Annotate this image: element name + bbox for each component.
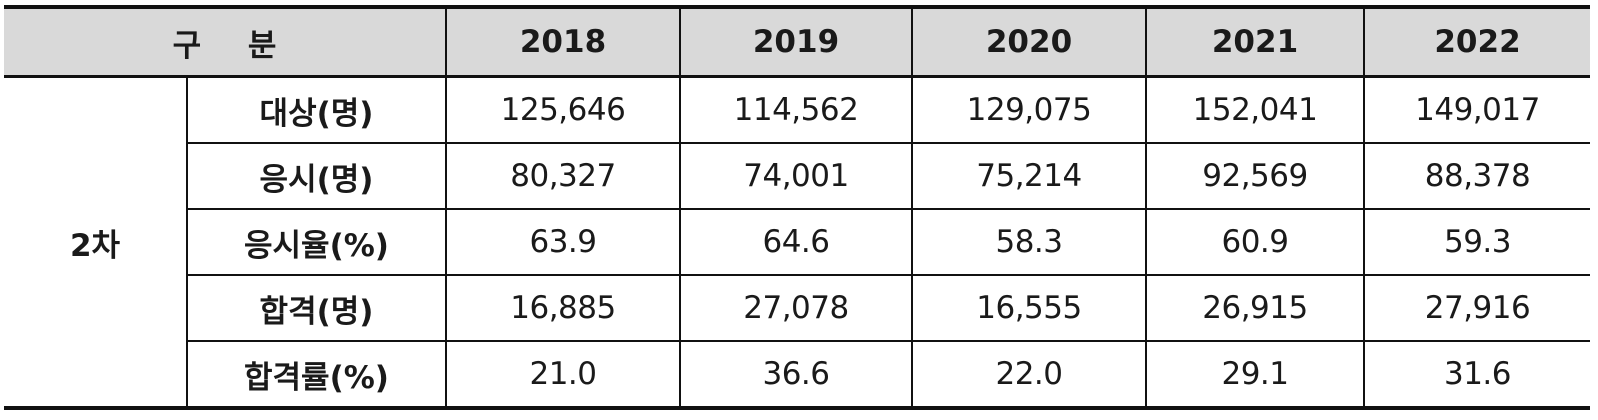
table-cell: 16,555 xyxy=(911,274,1147,342)
row-label: 합격(명) xyxy=(187,274,447,342)
table-cell: 31.6 xyxy=(1363,340,1590,410)
header-category: 구 분 xyxy=(4,5,447,78)
table-cell: 129,075 xyxy=(911,75,1147,144)
group-label: 2차 xyxy=(4,75,188,410)
table-cell: 75,214 xyxy=(911,142,1147,210)
table-cell: 16,885 xyxy=(445,274,681,342)
table-cell: 88,378 xyxy=(1363,142,1590,210)
row-label: 응시(명) xyxy=(187,142,447,210)
header-year: 2020 xyxy=(911,5,1147,78)
table-cell: 92,569 xyxy=(1145,142,1365,210)
table-cell: 27,916 xyxy=(1363,274,1590,342)
row-label: 응시율(%) xyxy=(187,208,447,276)
header-row: 구 분 2018 2019 2020 2021 2022 xyxy=(4,5,1590,78)
header-year: 2022 xyxy=(1363,5,1590,78)
table-cell: 125,646 xyxy=(445,75,681,144)
table-cell: 59.3 xyxy=(1363,208,1590,276)
table-cell: 64.6 xyxy=(679,208,913,276)
table-cell: 58.3 xyxy=(911,208,1147,276)
table-cell: 60.9 xyxy=(1145,208,1365,276)
statistics-table: 구 분 2018 2019 2020 2021 2022 2차 대상(명) 12… xyxy=(4,5,1590,410)
table-row: 응시(명) 80,327 74,001 75,214 92,569 88,378 xyxy=(4,142,1590,210)
row-label: 합격률(%) xyxy=(187,340,447,410)
table-cell: 22.0 xyxy=(911,340,1147,410)
header-year: 2021 xyxy=(1145,5,1365,78)
table-row: 합격률(%) 21.0 36.6 22.0 29.1 31.6 xyxy=(4,340,1590,410)
row-label: 대상(명) xyxy=(186,75,447,144)
table-cell: 114,562 xyxy=(679,75,913,144)
table-cell: 63.9 xyxy=(445,208,681,276)
table-cell: 149,017 xyxy=(1363,75,1590,144)
table-cell: 29.1 xyxy=(1145,340,1365,410)
table-cell: 27,078 xyxy=(679,274,913,342)
table-row: 합격(명) 16,885 27,078 16,555 26,915 27,916 xyxy=(4,274,1590,342)
table-cell: 21.0 xyxy=(445,340,681,410)
table-row: 2차 대상(명) 125,646 114,562 129,075 152,041… xyxy=(4,75,1590,410)
table-cell: 74,001 xyxy=(679,142,913,210)
header-year: 2018 xyxy=(445,5,681,78)
table-cell: 80,327 xyxy=(445,142,681,210)
table-cell: 26,915 xyxy=(1145,274,1365,342)
table-cell: 36.6 xyxy=(679,340,913,410)
table-cell: 152,041 xyxy=(1145,75,1365,144)
header-year: 2019 xyxy=(679,5,913,78)
table-row: 응시율(%) 63.9 64.6 58.3 60.9 59.3 xyxy=(4,208,1590,276)
